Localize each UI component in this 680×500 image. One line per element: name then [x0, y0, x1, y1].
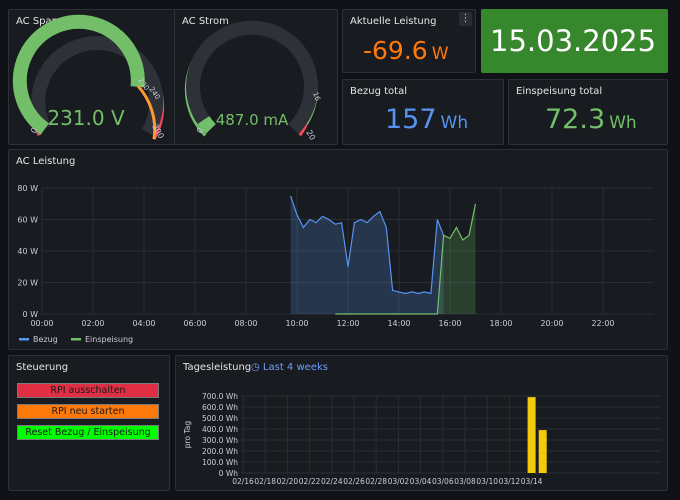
more-vertical-icon[interactable]: ⋮: [459, 12, 472, 26]
panel-ac-strom: AC Strom 0 16 20 487.0 mA: [174, 9, 338, 145]
x-tick-label: 12:00: [336, 319, 359, 328]
y-tick-label: 0 W: [22, 310, 38, 319]
legend-swatch: [71, 338, 81, 341]
series-line-bezug: [290, 195, 445, 295]
x-tick-label: 02/18: [254, 477, 276, 486]
power-now-unit: W: [431, 44, 449, 64]
y-tick-label: 600.0 Wh: [202, 403, 238, 412]
x-tick-label: 02/24: [321, 477, 343, 486]
x-tick-label: 03/08: [454, 477, 476, 486]
y-tick-label: 0 Wh: [219, 469, 239, 478]
x-tick-label: 03/14: [521, 477, 543, 486]
einspeisung-total-value: 72.3: [545, 104, 606, 135]
y-axis-label: pro Tag: [183, 421, 192, 449]
y-tick-label: 300.0 Wh: [202, 436, 238, 445]
panel-einspeisung-total: Einspeisung total 72.3 Wh: [508, 79, 668, 145]
x-tick-label: 02/26: [343, 477, 365, 486]
panel-title: AC Spannung: [16, 16, 84, 27]
date-value: 15.03.2025: [490, 24, 657, 58]
time-range-label: Last 4 weeks: [262, 362, 328, 373]
tagesleistung-chart: 0 Wh 100.0 Wh 200.0 Wh 300.0 Wh 400.0 Wh 500.…: [183, 392, 661, 486]
panel-bezug-total: Bezug total 157 Wh: [342, 79, 504, 145]
x-tick-label: 02/16: [232, 477, 254, 486]
x-tick-label: 14:00: [387, 319, 410, 328]
x-tick-label: 03/10: [476, 477, 498, 486]
series-area-einspeisung: [335, 203, 476, 314]
ac-leistung-chart: 0 W 20 W 40 W 60 W 80 W 00:00 02:00 04:00 06:00 0…: [17, 184, 654, 344]
gauge-min-label: 0: [195, 126, 205, 135]
panel-title: AC Strom: [182, 16, 229, 27]
rpi-restart-button[interactable]: RPI neu starten: [17, 404, 159, 419]
bezug-total-stat: 157 Wh: [385, 104, 468, 135]
y-tick-label: 60 W: [17, 216, 38, 225]
panel-title: Steuerung: [16, 362, 69, 373]
series-area-bezug: [290, 195, 444, 314]
y-tick-label: 20 W: [17, 279, 38, 288]
voltage-gauge: 0 230 240 300 231.0 V: [12, 14, 166, 140]
y-tick-label: 500.0 Wh: [202, 414, 238, 423]
x-tick-label: 20:00: [540, 319, 563, 328]
gauge-value: 231.0 V: [47, 106, 125, 130]
x-tick-label: 03/02: [388, 477, 410, 486]
y-tick-label: 80 W: [17, 184, 38, 193]
x-tick-label: 03/04: [410, 477, 432, 486]
gauge-mark-label: 16: [311, 91, 322, 103]
rpi-shutdown-button[interactable]: RPI ausschalten: [17, 383, 159, 398]
current-gauge: 0 16 20 487.0 mA: [184, 20, 322, 142]
x-tick-label: 02/22: [299, 477, 321, 486]
x-tick-label: 00:00: [30, 319, 53, 328]
einspeisung-total-stat: 72.3 Wh: [545, 104, 637, 135]
legend-label: Einspeisung: [85, 335, 133, 344]
series-line-einspeisung: [335, 203, 477, 315]
panel-tagesleistung: Tagesleistung ◷ Last 4 weeks 0 Wh 100.0 W…: [175, 355, 668, 491]
x-tick-label: 22:00: [591, 319, 614, 328]
y-tick-label: 40 W: [17, 247, 38, 256]
legend-label: Bezug: [33, 335, 58, 344]
y-tick-label: 700.0 Wh: [202, 392, 238, 401]
x-tick-label: 04:00: [132, 319, 155, 328]
gauge-orange-zone: [136, 84, 157, 140]
x-tick-label: 03/06: [432, 477, 454, 486]
panel-title: Einspeisung total: [516, 86, 603, 97]
legend-swatch: [19, 338, 29, 341]
panel-title: Aktuelle Leistung: [350, 16, 437, 27]
gauge-track-arc: [31, 35, 164, 136]
y-tick-label: 100.0 Wh: [202, 458, 238, 467]
x-tick-label: 02/28: [365, 477, 387, 486]
gauge-value-arc: [12, 14, 145, 135]
panel-ac-leistung: AC Leistung 0 W 20 W 40 W 60 W 80 W 00:00 02:0…: [8, 149, 668, 350]
panel-date: 15.03.2025: [481, 9, 668, 73]
x-tick-label: 06:00: [183, 319, 206, 328]
panel-title: Bezug total: [350, 86, 407, 97]
gauge-track-arc: [186, 20, 318, 134]
y-tick-label: 200.0 Wh: [202, 447, 238, 456]
x-tick-label: 16:00: [438, 319, 461, 328]
gauge-value: 487.0 mA: [216, 111, 289, 129]
bezug-total-value: 157: [385, 104, 437, 135]
power-now-stat: -69.6 W: [363, 36, 449, 65]
panel-title: Tagesleistung: [183, 362, 252, 373]
time-range-info[interactable]: ◷ Last 4 weeks: [251, 362, 328, 373]
einspeisung-total-unit: Wh: [609, 113, 637, 133]
bezug-total-unit: Wh: [440, 113, 469, 133]
reset-counter-button[interactable]: Reset Bezug / Einspeisung: [17, 425, 159, 440]
gauge-max-label: 20: [304, 129, 317, 142]
x-tick-label: 02:00: [81, 319, 104, 328]
bar-03-14: [527, 397, 536, 473]
power-now-value: -69.6: [363, 36, 428, 65]
x-tick-label: 10:00: [285, 319, 308, 328]
x-tick-label: 03/12: [499, 477, 521, 486]
bar-03-15: [538, 430, 547, 473]
clock-icon: ◷: [251, 362, 260, 373]
x-tick-label: 02/20: [277, 477, 299, 486]
gauge-value-arc: [197, 116, 216, 134]
panel-title: AC Leistung: [16, 156, 76, 167]
x-tick-label: 08:00: [234, 319, 257, 328]
x-tick-label: 18:00: [489, 319, 512, 328]
gauge-min-label: 0: [29, 126, 39, 135]
panel-aktuelle-leistung: Aktuelle Leistung ⋮ -69.6 W: [342, 9, 476, 73]
panel-steuerung: Steuerung RPI ausschalten RPI neu starte…: [8, 355, 170, 491]
y-tick-label: 400.0 Wh: [202, 425, 238, 434]
